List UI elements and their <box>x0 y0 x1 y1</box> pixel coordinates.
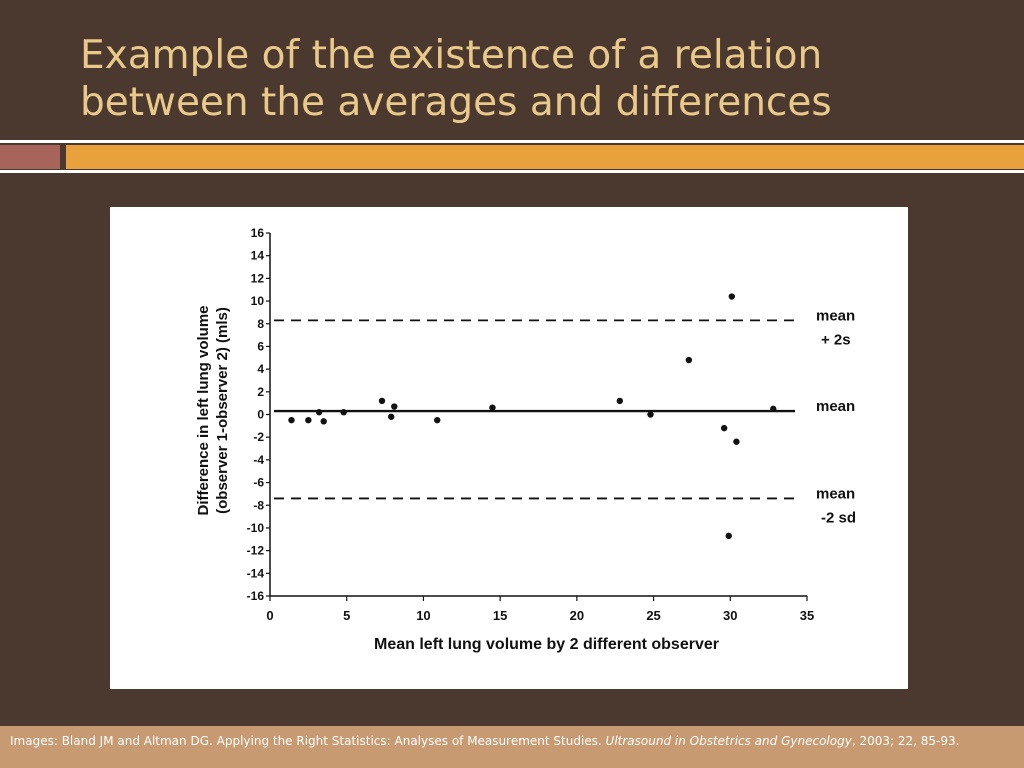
y-tick-label: -10 <box>247 521 265 535</box>
y-tick-label: -16 <box>247 589 265 603</box>
x-tick-label: 35 <box>800 608 814 623</box>
x-tick-label: 20 <box>570 608 584 623</box>
slide-title-line2: between the averages and differences <box>80 80 832 125</box>
data-point <box>770 405 777 413</box>
data-point <box>378 397 386 405</box>
data-point <box>320 418 327 425</box>
y-axis-label-line2: (observer 1-observer 2) (mls) <box>214 307 231 514</box>
slide-title: Example of the existence of a relation b… <box>80 32 1000 126</box>
x-tick-label: 25 <box>646 608 660 623</box>
y-tick-label: 6 <box>257 339 264 353</box>
data-point <box>728 293 736 300</box>
y-tick-label: 8 <box>257 317 264 331</box>
x-tick-label: 15 <box>493 608 507 623</box>
footer-bar: Images: Bland JM and Altman DG. Applying… <box>0 726 1024 768</box>
y-tick-label: 16 <box>251 226 265 240</box>
data-point <box>434 416 441 424</box>
data-point <box>288 416 295 424</box>
reference-label: mean <box>816 485 855 502</box>
y-tick-label: 2 <box>257 385 264 399</box>
x-tick-label: 0 <box>266 608 273 623</box>
reference-label: mean <box>816 398 855 415</box>
x-tick-label: 30 <box>723 608 737 623</box>
y-axis-label-line1: Difference in left lung volume <box>195 305 212 515</box>
y-tick-label: 4 <box>257 362 264 376</box>
y-tick-label: -4 <box>253 453 264 467</box>
data-point <box>616 397 624 405</box>
y-tick-label: 12 <box>251 271 265 285</box>
y-tick-label: 10 <box>251 294 265 308</box>
y-tick-label: 0 <box>257 408 264 422</box>
chart-panel: 16 14 12 10 8 6 4 2 0 -2 -4 -6 -8 -10 -12 -14 -16 0 5 10 15 2… <box>110 207 908 689</box>
citation-text: Images: Bland JM and Altman DG. Applying… <box>10 734 1015 749</box>
x-tick-label: 10 <box>416 608 430 623</box>
data-point <box>388 413 395 420</box>
x-tick-label: 5 <box>343 608 350 623</box>
citation-tail: , 2003; 22, 85-93. <box>851 734 960 748</box>
y-tick-label: -14 <box>247 566 265 580</box>
reference-label-sub: + 2s <box>821 331 851 348</box>
data-point <box>725 532 732 540</box>
accent-bar-left <box>0 145 60 169</box>
y-tick-label: -8 <box>253 498 264 512</box>
data-point <box>391 403 398 410</box>
accent-bar-right <box>66 145 1024 169</box>
slide-title-line1: Example of the existence of a relation <box>80 33 823 78</box>
data-point <box>315 409 323 416</box>
data-point <box>685 356 693 364</box>
citation-plain: Images: Bland JM and Altman DG. Applying… <box>10 734 606 748</box>
y-tick-label: -2 <box>253 430 264 444</box>
y-tick-label: -6 <box>253 476 264 490</box>
data-point <box>305 416 312 424</box>
reference-label: mean <box>816 307 855 324</box>
citation-journal: Ultrasound in Obstetrics and Gynecology <box>605 734 852 748</box>
data-point <box>720 424 728 432</box>
y-tick-label: -12 <box>247 544 265 558</box>
data-point <box>489 404 496 411</box>
data-point <box>733 438 740 445</box>
x-axis-label: Mean left lung volume by 2 different obs… <box>374 636 719 653</box>
y-tick-label: 14 <box>251 249 265 263</box>
title-divider-top <box>0 140 1024 143</box>
reference-label-sub: -2 sd <box>821 509 856 526</box>
data-point <box>647 411 654 418</box>
title-divider-bottom <box>0 170 1024 173</box>
data-point <box>340 409 347 416</box>
